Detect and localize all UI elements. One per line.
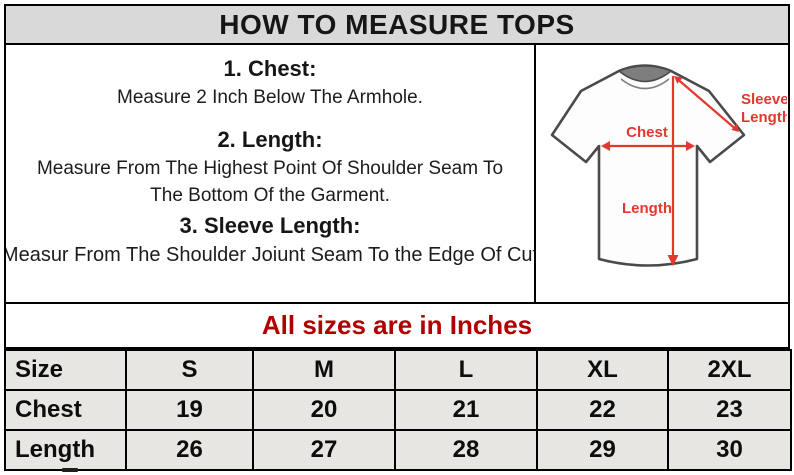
size-chart-sheet: HOW TO MEASURE TOPS 1. Chest: Measure 2 … [4,4,792,472]
size-col-l: L [394,349,538,391]
size-table: Size S M L XL 2XL Chest 19 20 21 22 23 L… [4,349,792,471]
length-value-l: 28 [394,429,538,471]
size-col-m: M [252,349,396,391]
length-row-label: Length [4,429,127,471]
length-row: Length 26 27 28 29 30 [4,429,792,471]
instruction-chest-text: Measure 2 Inch Below The Armhole. [117,87,423,108]
tshirt-outline [550,64,746,267]
sleeve-length-label-line1: Sleeve [741,91,787,108]
size-col-xl: XL [536,349,669,391]
instruction-chest-heading: 1. Chest: [223,56,317,81]
clipped-next-row-fragment [62,468,78,472]
length-label: Length [622,200,672,217]
size-col-s: S [125,349,254,391]
instructions-panel: 1. Chest: Measure 2 Inch Below The Armho… [6,45,536,302]
tshirt-backneck-line [620,78,670,90]
sleeve-length-arrow [674,76,739,132]
chest-label: Chest [626,124,668,141]
instruction-sleeve-text-clipped: Measur From The Shoulder Joiunt Seam To … [6,241,534,269]
size-row-label: Size [4,349,127,391]
instruction-length-text-line1: Measure From The Highest Point Of Should… [36,158,504,179]
instruction-sleeve-heading: 3. Sleeve Length: [179,213,361,238]
chest-arrow [601,141,695,151]
size-header-row: Size S M L XL 2XL [4,349,792,391]
length-value-xl: 29 [536,429,669,471]
instruction-length-text-line2: The Bottom Of the Garment. [150,185,390,206]
tshirt-measure-diagram: Chest Length Sleeve Length [536,45,788,302]
length-arrow [667,76,679,266]
chest-value-s: 19 [125,389,254,431]
tshirt-diagram-svg: Chest Length Sleeve Length [550,64,787,267]
units-banner: All sizes are in Inches [4,304,790,349]
sleeve-length-label-line2: Length [741,109,787,126]
size-col-2xl: 2XL [667,349,792,391]
chest-row: Chest 19 20 21 22 23 [4,389,792,431]
tshirt-collar [617,65,673,83]
page-title: HOW TO MEASURE TOPS [4,4,790,45]
length-value-2xl: 30 [667,429,792,471]
chest-value-m: 20 [252,389,396,431]
length-value-s: 26 [125,429,254,471]
instruction-length-heading: 2. Length: [217,127,323,152]
measure-instructions-section: 1. Chest: Measure 2 Inch Below The Armho… [4,45,790,304]
length-value-m: 27 [252,429,396,471]
instruction-sleeve-text: Measur From The Shoulder Joiunt Seam To … [6,244,534,266]
chest-value-2xl: 23 [667,389,792,431]
chest-value-xl: 22 [536,389,669,431]
chest-value-l: 21 [394,389,538,431]
chest-row-label: Chest [4,389,127,431]
